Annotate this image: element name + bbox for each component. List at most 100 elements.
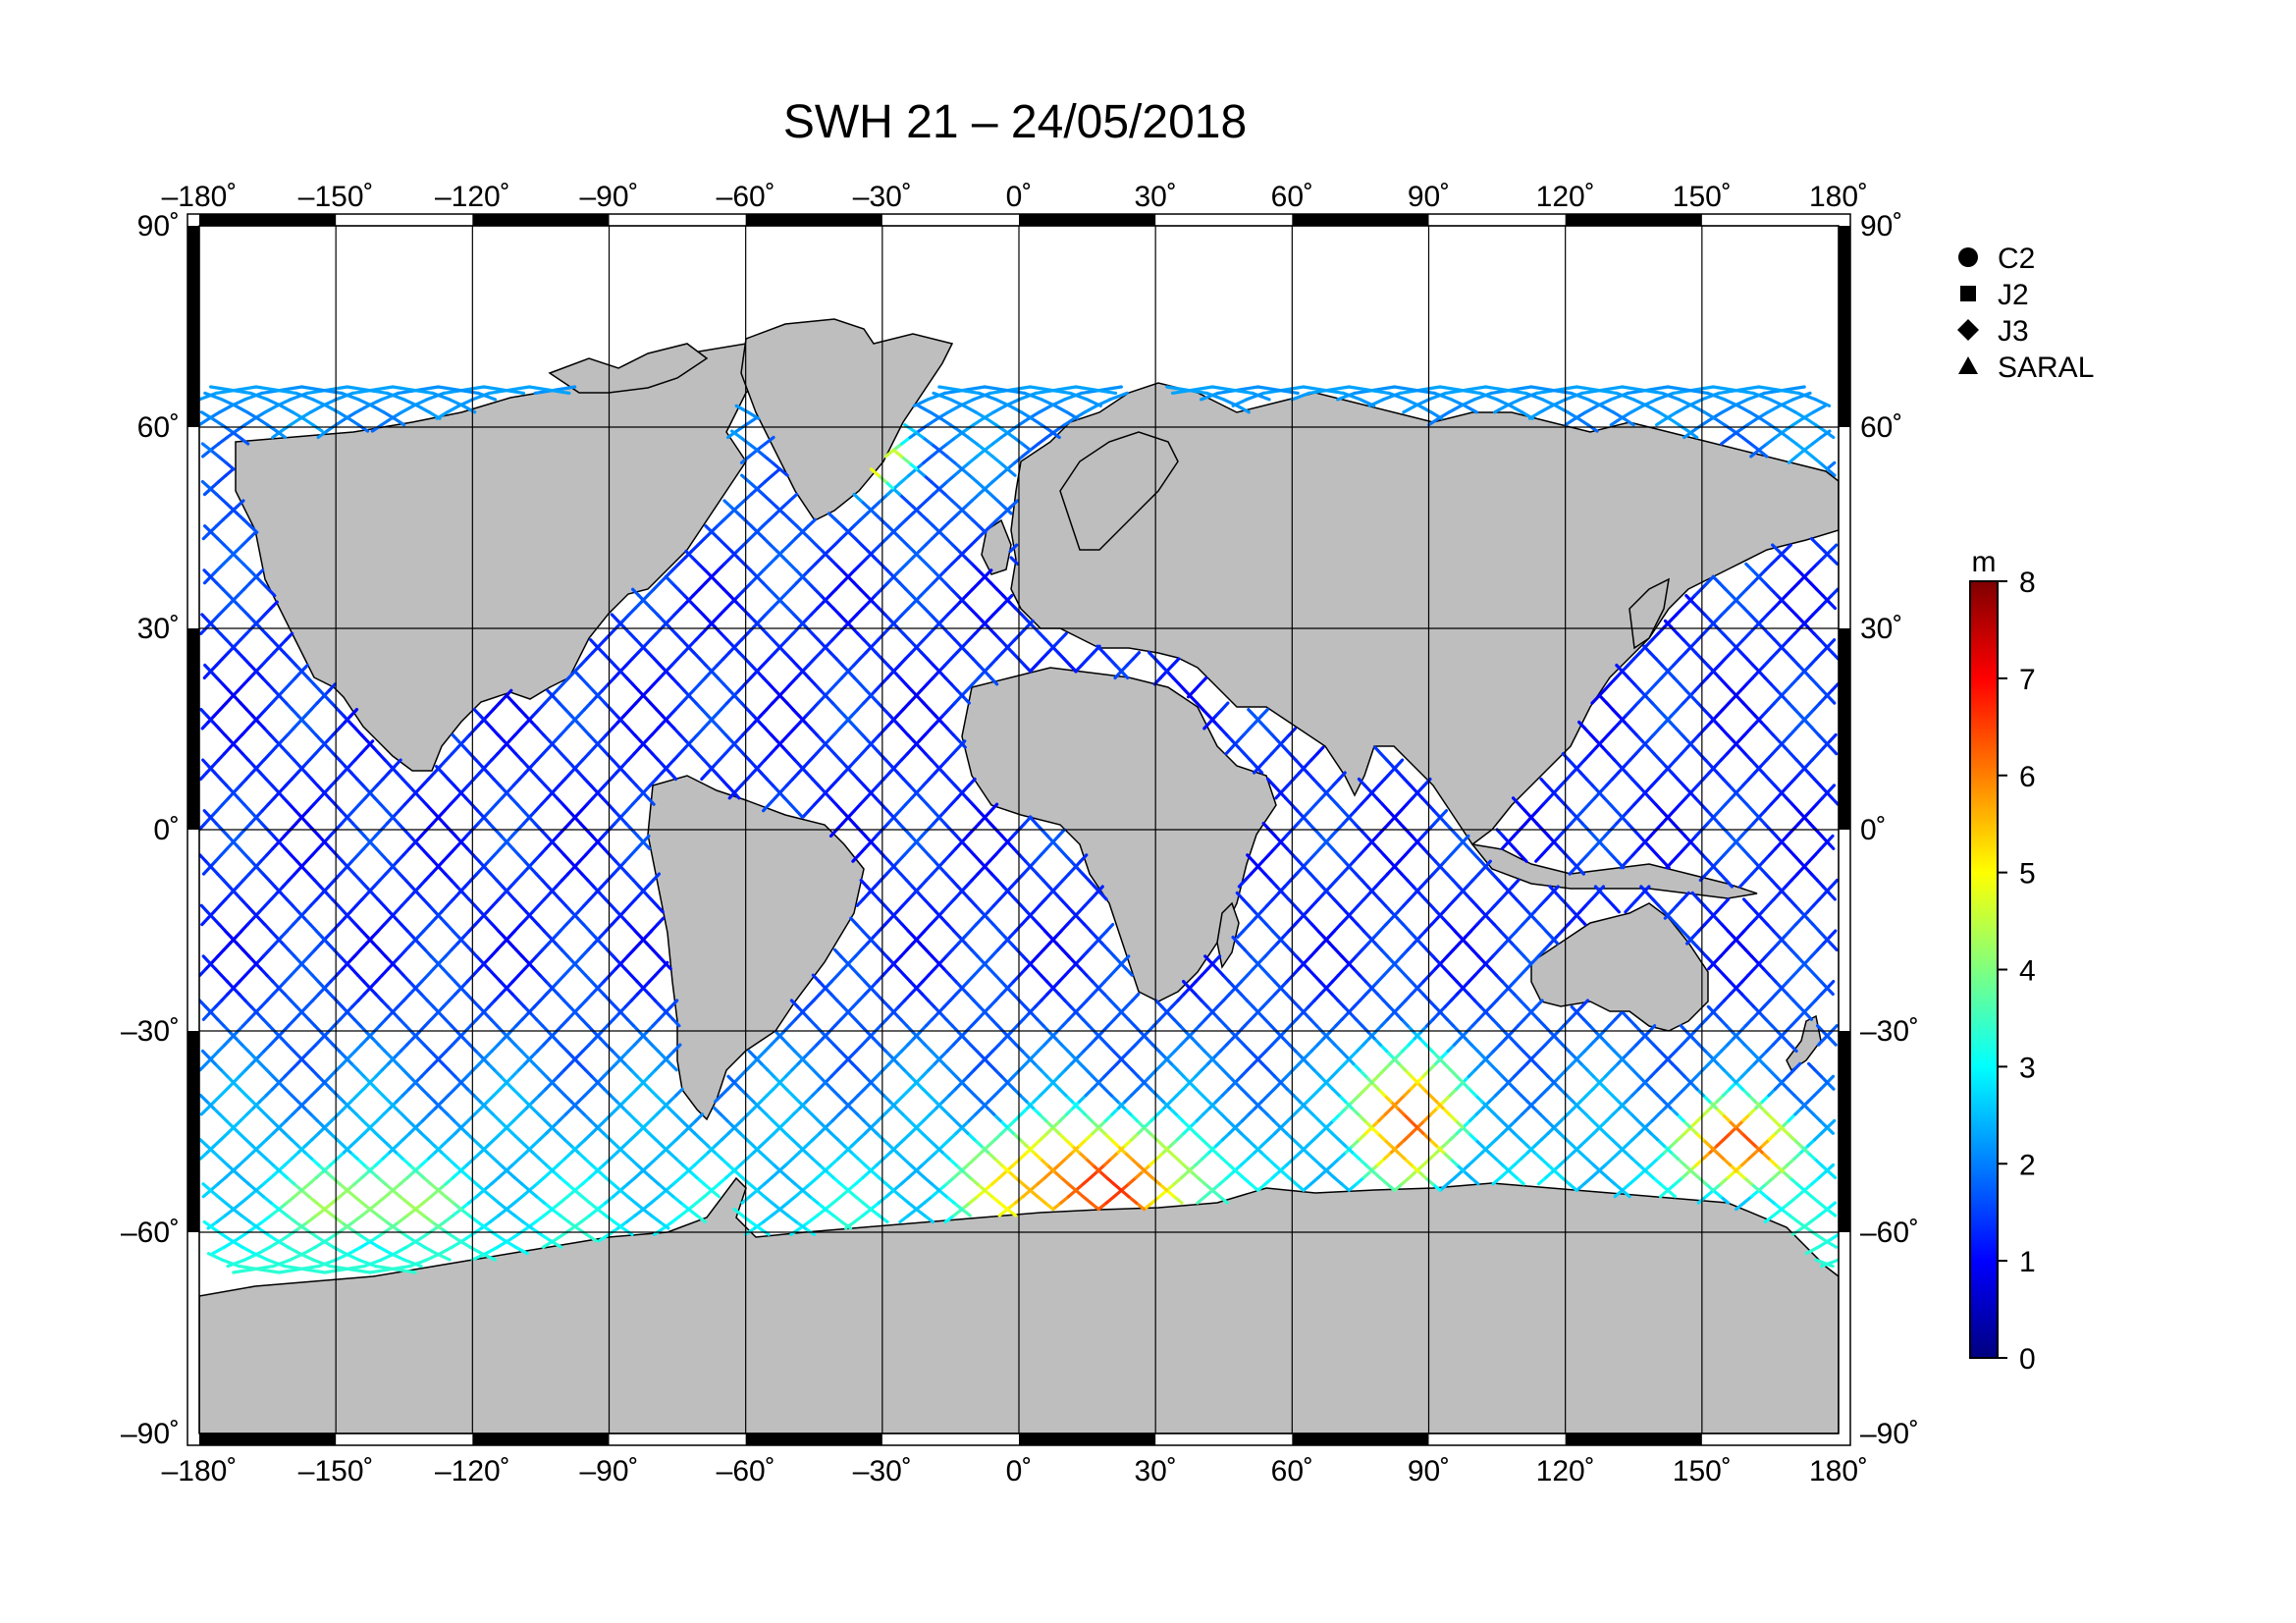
track-segment [243, 416, 257, 427]
track-segment [922, 455, 934, 464]
track-segment [1336, 391, 1357, 402]
track-segment [393, 1245, 408, 1256]
track-segment [1142, 1201, 1154, 1212]
track-segment [263, 404, 279, 414]
track-segment [624, 1214, 637, 1224]
track-segment [1780, 1201, 1791, 1212]
track-segment [542, 1169, 554, 1180]
track-segment [971, 391, 992, 402]
track-segment [1491, 1175, 1503, 1186]
track-segment [497, 1207, 508, 1217]
track-segment [1017, 391, 1039, 402]
track-segment [777, 1201, 790, 1212]
track-segment [651, 872, 662, 883]
track-segment [580, 1195, 592, 1205]
track-segment [952, 1207, 964, 1217]
track-segment [789, 1226, 802, 1236]
track-segment [1008, 543, 1019, 554]
track-segment [1180, 1169, 1191, 1180]
track-segment [1804, 1245, 1820, 1256]
track-segment [542, 1207, 555, 1217]
track-segment [801, 1182, 812, 1192]
track-segment [687, 1201, 699, 1212]
track-segment [808, 1175, 820, 1186]
track-segment [325, 423, 338, 433]
track-segment [906, 1207, 919, 1217]
track-segment [653, 1226, 666, 1236]
track-segment [444, 1175, 455, 1186]
track-segment [323, 1201, 335, 1212]
track-segment [277, 1201, 289, 1212]
track-segment [633, 1207, 645, 1217]
track-segment [1763, 1214, 1776, 1224]
track-segment [534, 1214, 546, 1224]
track-segment [1438, 385, 1482, 395]
track-segment [398, 1214, 409, 1224]
track-segment [470, 391, 492, 402]
track-segment [1745, 416, 1759, 427]
track-segment [1220, 701, 1230, 712]
track-segment [1788, 1195, 1799, 1205]
track-segment [368, 1201, 380, 1212]
track-segment [1802, 442, 1815, 452]
track-segment [1438, 1182, 1450, 1192]
track-segment [224, 467, 236, 477]
track-segment [307, 1175, 318, 1186]
track-segment [914, 1201, 927, 1212]
track-segment [1218, 1175, 1229, 1186]
track-segment [642, 1169, 654, 1180]
track-segment [922, 1195, 934, 1205]
track-segment [1081, 1175, 1093, 1186]
track-segment [967, 777, 977, 787]
track-segment [1347, 385, 1391, 395]
track-segment [360, 1169, 371, 1180]
track-segment [611, 1182, 622, 1192]
track-segment [561, 1226, 574, 1236]
track-segment [300, 1182, 311, 1192]
track-segment [1056, 828, 1067, 839]
track-segment [687, 1207, 699, 1217]
track-segment [1008, 499, 1020, 510]
track-segment [952, 467, 964, 477]
track-segment [234, 423, 247, 433]
track-segment [1772, 1169, 1783, 1180]
track-segment [1196, 1195, 1207, 1205]
track-segment [674, 1087, 684, 1098]
track-segment [1787, 455, 1798, 464]
track-segment [618, 1182, 630, 1192]
track-segment [550, 1201, 562, 1212]
track-segment [990, 473, 1002, 484]
track-segment [972, 416, 986, 427]
track-segment [405, 1207, 417, 1217]
track-segment [613, 1219, 625, 1230]
track-segment [1621, 1182, 1631, 1192]
track-segment [240, 1195, 251, 1205]
track-segment [451, 1207, 463, 1217]
track-segment [425, 1226, 438, 1236]
track-segment [1538, 404, 1554, 414]
track-segment [960, 1201, 972, 1212]
track-segment [209, 442, 221, 452]
track-segment [425, 391, 446, 402]
track-segment [334, 1226, 347, 1236]
track-segment [289, 391, 309, 402]
track-segment [1634, 1169, 1646, 1180]
track-segment [1290, 391, 1311, 402]
track-segment [900, 435, 912, 446]
track-segment [604, 1214, 616, 1224]
track-segment [285, 1195, 296, 1205]
track-segment [815, 1207, 828, 1217]
track-segment [854, 1175, 865, 1186]
track-segment [1387, 391, 1408, 402]
track-segment [1493, 404, 1509, 414]
track-segment [1058, 631, 1068, 642]
track-segment [201, 448, 213, 459]
track-segment [926, 391, 947, 402]
track-segment [1509, 404, 1524, 414]
track-segment [1239, 1157, 1251, 1167]
track-segment [1199, 676, 1208, 686]
track-segment [1447, 404, 1463, 414]
track-segment [1270, 1169, 1282, 1180]
track-segment [1225, 1169, 1236, 1180]
track-segment [891, 1182, 903, 1192]
